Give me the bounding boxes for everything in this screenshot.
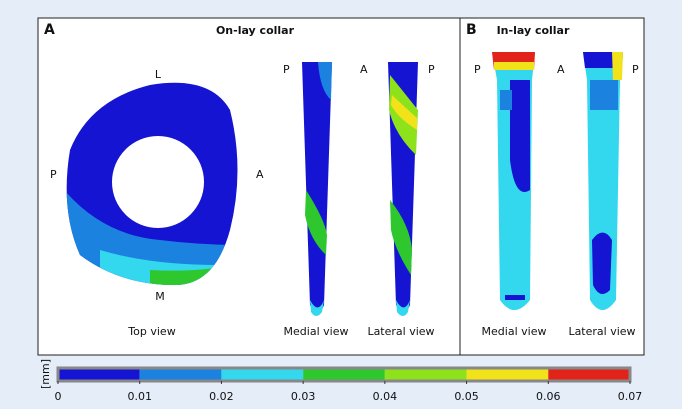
orientation-label: M (155, 290, 165, 303)
colorbar-tick-label: 0 (55, 390, 62, 403)
view-caption: Medial view (482, 325, 547, 338)
orientation-label: A (256, 168, 264, 181)
figure: A On-lay collar L P A M Top view P A P M… (0, 0, 682, 409)
view-caption: Medial view (284, 325, 349, 338)
panel-title: On-lay collar (216, 24, 295, 37)
view-caption: Lateral view (367, 325, 434, 338)
page: {"panels": [ {"letter": "A", "title": "O… (0, 0, 682, 409)
orientation-label: L (155, 68, 162, 81)
colorbar-tick-label: 0.02 (209, 390, 234, 403)
colorbar-unit: [mm] (39, 359, 52, 389)
orientation-label: P (474, 63, 481, 76)
orientation-label: A (360, 63, 368, 76)
colorbar-segment (140, 368, 222, 381)
colorbar-tick-label: 0.04 (373, 390, 398, 403)
orientation-label: A (557, 63, 565, 76)
view-caption: Top view (127, 325, 175, 338)
colorbar-tick-label: 0.05 (454, 390, 479, 403)
orientation-label: P (50, 168, 57, 181)
orientation-label: P (632, 63, 639, 76)
orientation-label: P (283, 63, 290, 76)
panel-title: In-lay collar (497, 24, 570, 37)
colorbar-tick-label: 0.03 (291, 390, 316, 403)
colorbar-tick-label: 0.07 (618, 390, 643, 403)
colorbar-segment (467, 368, 549, 381)
view-caption: Lateral view (568, 325, 635, 338)
colorbar-segment (58, 368, 140, 381)
top-view-hole (112, 136, 204, 228)
colorbar-segment (221, 368, 303, 381)
colorbar-tick-label: 0.06 (536, 390, 561, 403)
colorbar-segment (548, 368, 630, 381)
colorbar-tick-label: 0.01 (127, 390, 152, 403)
panel-letter: A (44, 22, 55, 38)
colorbar-segment (303, 368, 385, 381)
colorbar-segment (385, 368, 467, 381)
orientation-label: P (428, 63, 435, 76)
colorbar: 0 0.01 0.02 0.03 0.04 0.05 0.06 0.07 (55, 368, 643, 403)
panel-letter: B (466, 22, 477, 38)
